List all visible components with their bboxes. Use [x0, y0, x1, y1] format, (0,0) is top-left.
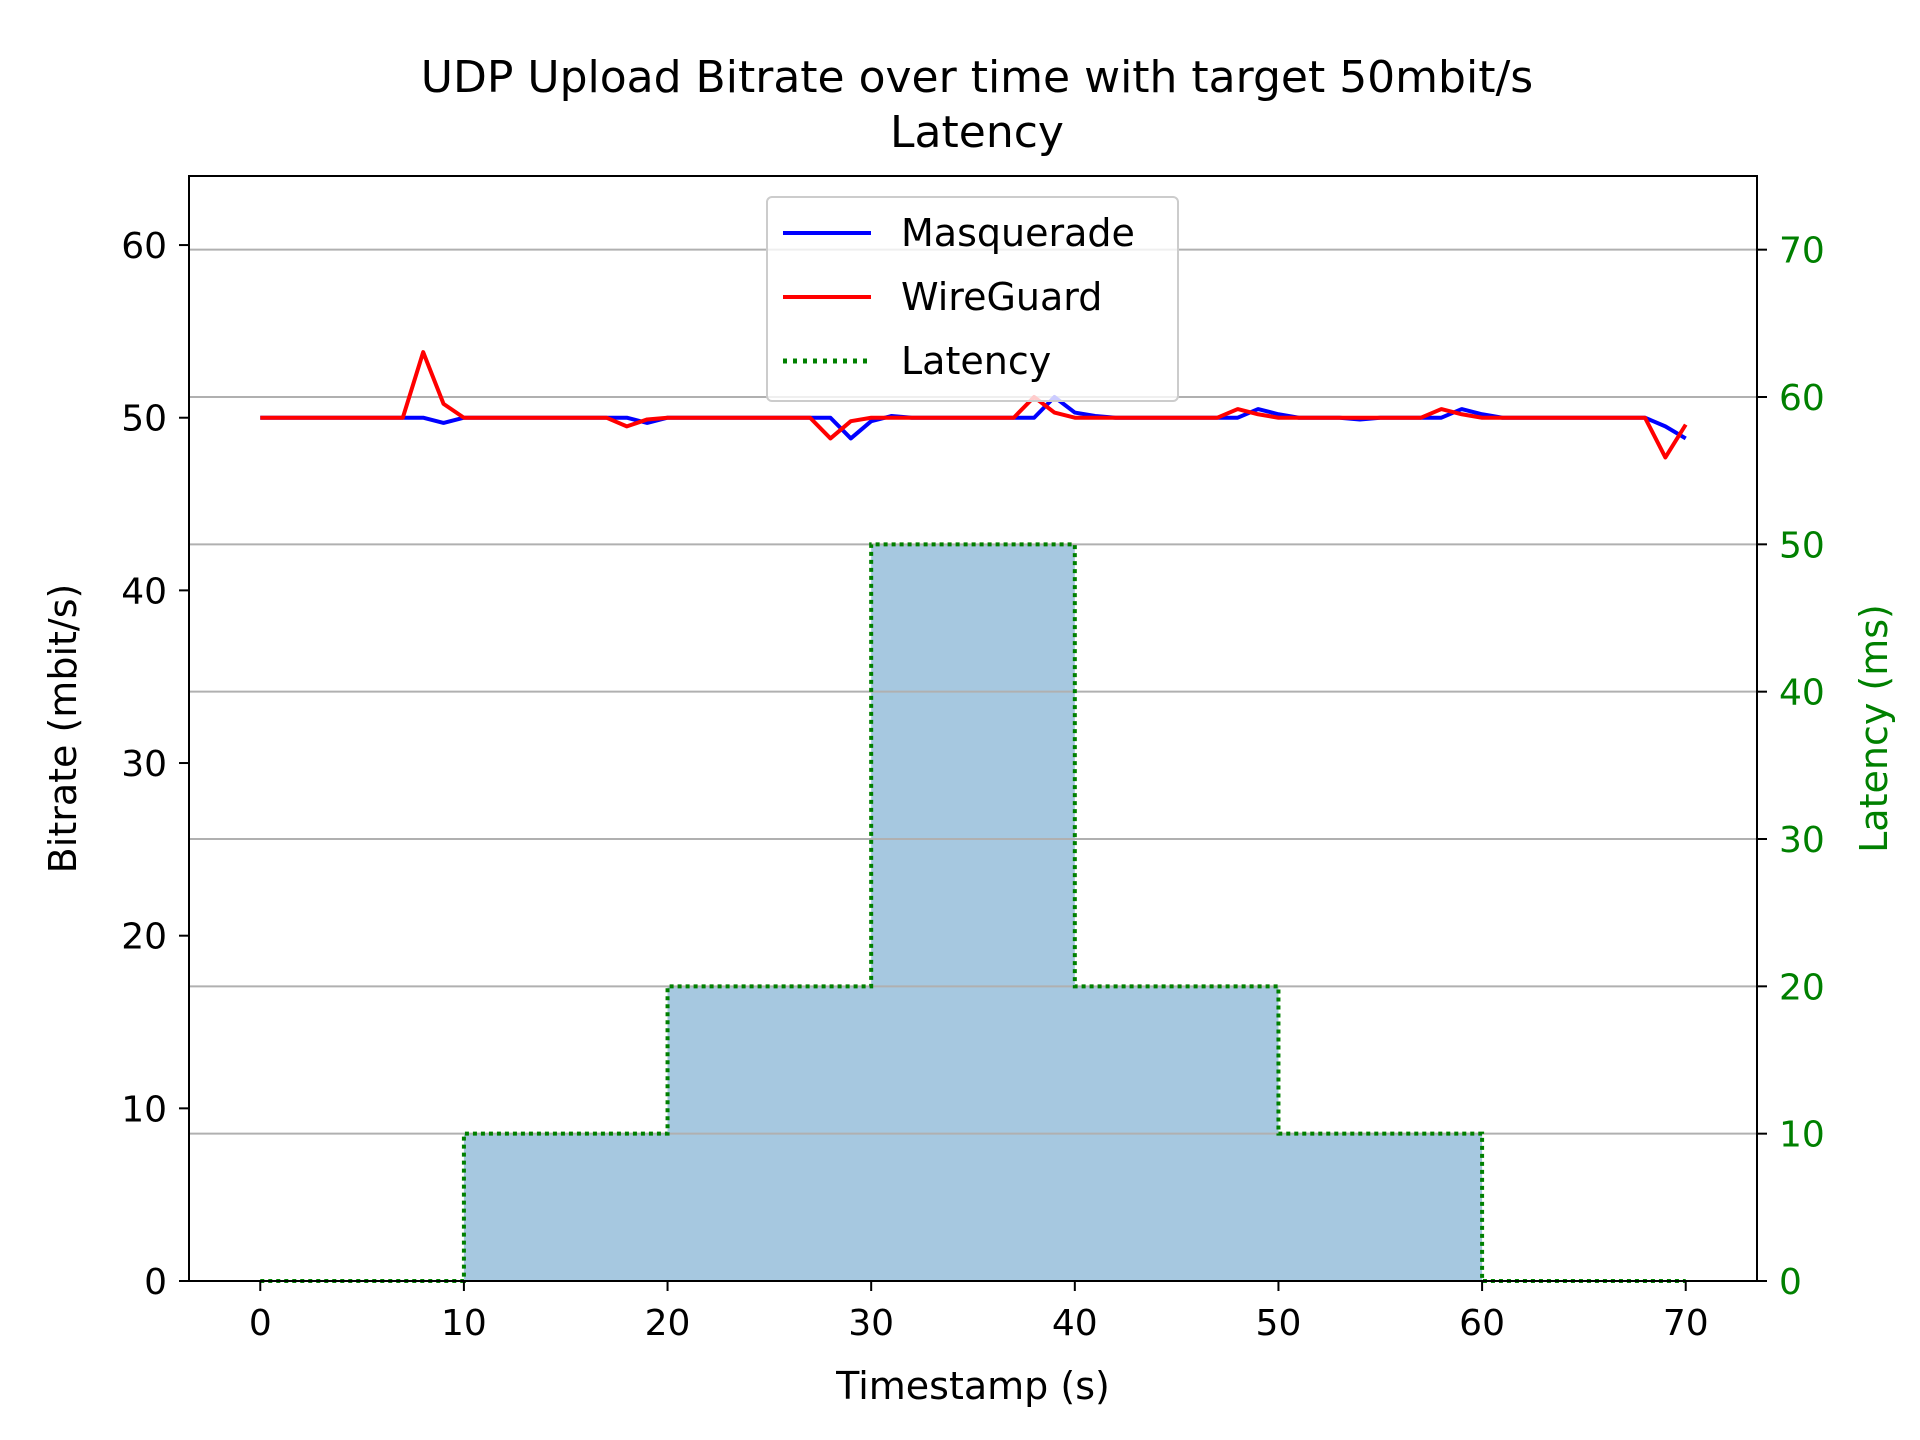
legend-label-wireguard: WireGuard [901, 275, 1102, 319]
y2-axis-label: Latency (ms) [1852, 604, 1896, 853]
y2-tick-label: 10 [1779, 1115, 1825, 1156]
legend-box [766, 196, 1179, 402]
series-line-wireguard [260, 350, 1688, 460]
y-tick-label: 0 [144, 1262, 167, 1303]
y2-tick-label: 0 [1779, 1262, 1802, 1303]
y-tick-label: 60 [121, 226, 167, 267]
x-tick-label: 0 [249, 1303, 272, 1344]
y-tick-label: 30 [121, 744, 167, 785]
x-tick-label: 50 [1256, 1303, 1302, 1344]
legend: Masquerade WireGuard Latency [766, 196, 1179, 402]
x-tick-label: 10 [441, 1303, 487, 1344]
legend-label-latency: Latency [901, 339, 1051, 383]
x-tick-label: 30 [848, 1303, 894, 1344]
x-axis-label: Timestamp (s) [835, 1364, 1110, 1408]
latency-layer [260, 542, 1686, 1283]
y-tick-label: 50 [121, 399, 167, 440]
y-axis-label: Bitrate (mbit/s) [41, 584, 85, 874]
y2-tick-label: 50 [1779, 525, 1825, 566]
legend-label-masquerade: Masquerade [901, 211, 1135, 255]
y-tick-label: 20 [121, 917, 167, 958]
x-tick-label: 40 [1052, 1303, 1098, 1344]
x-tick-label: 20 [645, 1303, 691, 1344]
y2-axis-ticks: 0 10 20 30 40 50 60 70 [1757, 231, 1825, 1303]
latency-fill-area [260, 544, 1686, 1281]
legend-items: Masquerade WireGuard Latency [783, 211, 1135, 383]
y2-tick-label: 70 [1779, 231, 1825, 272]
series-layer [260, 350, 1688, 460]
x-axis-ticks: 0 10 20 30 40 50 60 70 [249, 1281, 1709, 1344]
chart-title: UDP Upload Bitrate over time with target… [421, 52, 1533, 103]
y2-tick-label: 40 [1779, 673, 1825, 714]
x-tick-label: 60 [1459, 1303, 1505, 1344]
plot-frame [188, 175, 1758, 1282]
y2-tick-label: 20 [1779, 967, 1825, 1008]
latency-fill-layer [260, 544, 1686, 1281]
y-tick-label: 40 [121, 571, 167, 612]
x-tick-label: 70 [1663, 1303, 1709, 1344]
latency-line [260, 542, 1686, 1283]
y2-tick-label: 30 [1779, 820, 1825, 861]
chart-subtitle: Latency [890, 107, 1064, 158]
y-tick-label: 10 [121, 1089, 167, 1130]
y-axis-ticks: 0 10 20 30 40 50 60 [121, 226, 189, 1303]
y2-tick-label: 60 [1779, 378, 1825, 419]
